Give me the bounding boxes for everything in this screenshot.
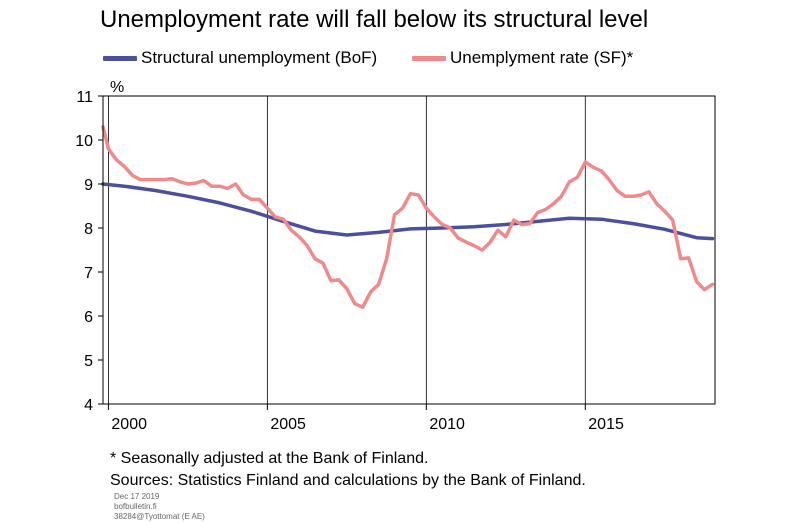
grid-layer — [108, 96, 586, 404]
y-tick-label: 9 — [84, 177, 93, 194]
sources-note: Sources: Statistics Finland and calculat… — [110, 472, 586, 489]
y-tick-label: 4 — [84, 397, 93, 414]
meta-date: Dec 17 2019 — [114, 492, 160, 501]
plot-area-frame — [102, 95, 716, 405]
legend-label-unemployment: Unemplyment rate (SF)* — [450, 48, 634, 67]
legend-item-unemployment: Unemplyment rate (SF)* — [412, 46, 633, 70]
chart-meta: Dec 17 2019 bofbulletin.fi 38284@Tyottom… — [114, 492, 205, 522]
y-tick-label: 10 — [75, 133, 93, 150]
x-tick-label: 2015 — [588, 416, 624, 433]
y-tick-label: 5 — [84, 353, 93, 370]
legend-item-structural: Structural unemployment (BoF) — [103, 46, 377, 70]
y-axis-unit-label: % — [110, 79, 124, 96]
x-tick-label: 2005 — [270, 416, 306, 433]
legend-swatch-structural — [103, 55, 137, 61]
series-layer — [101, 125, 715, 309]
x-tick-label: 2010 — [429, 416, 465, 433]
chart-notes: * Seasonally adjusted at the Bank of Fin… — [110, 448, 586, 492]
footnote: * Seasonally adjusted at the Bank of Fin… — [110, 450, 429, 467]
y-tick-label: 11 — [76, 89, 93, 106]
meta-code: 38284@Tyottomat (E AE) — [114, 512, 205, 521]
unemployment-rate-line — [101, 125, 715, 309]
structural-unemployment-line — [101, 182, 715, 241]
legend-swatch-unemployment — [412, 55, 446, 61]
y-tick-label: 7 — [84, 265, 93, 282]
meta-site: bofbulletin.fi — [114, 502, 157, 511]
x-tick-label: 2000 — [111, 416, 147, 433]
y-tick-label: 6 — [84, 309, 93, 326]
y-tick-label: 8 — [84, 221, 93, 238]
chart-title: Unemployment rate will fall below its st… — [100, 6, 649, 33]
line-chart: 2000 2005 2010 2015 4 5 6 7 8 9 10 11 % — [75, 79, 716, 433]
legend-label-structural: Structural unemployment (BoF) — [141, 48, 378, 67]
axis-layer: 2000 2005 2010 2015 4 5 6 7 8 9 10 11 — [75, 89, 624, 433]
